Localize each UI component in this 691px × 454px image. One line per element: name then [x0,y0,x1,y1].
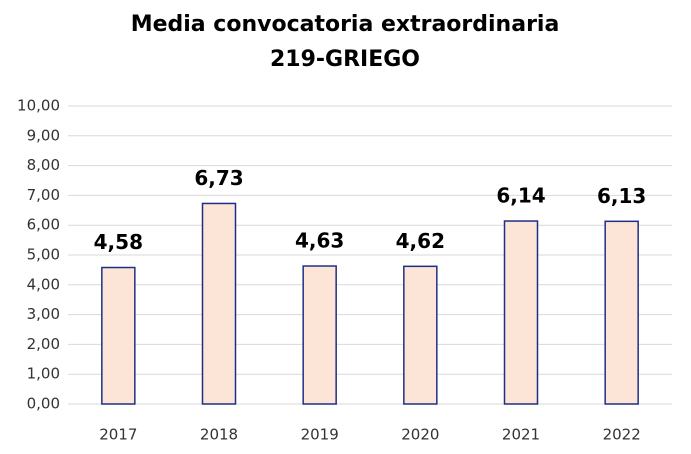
bar [201,202,237,405]
data-label: 6,73 [194,166,243,190]
y-tick-label: 10,00 [17,97,60,115]
chart-title: Media convocatoria extraordinaria [131,12,560,37]
bar [604,220,639,405]
y-tick-label: 9,00 [27,126,60,144]
y-tick-label: 8,00 [27,156,60,174]
bar [403,265,438,405]
x-tick-label: 2020 [401,426,439,444]
y-tick-label: 2,00 [27,335,60,353]
x-tick-label: 2019 [301,426,339,444]
y-tick-label: 0,00 [27,395,60,413]
y-tick-label: 5,00 [27,246,60,264]
x-tick-label: 2022 [603,426,641,444]
data-label: 6,13 [597,184,646,208]
data-label: 4,62 [396,229,445,253]
data-label: 6,14 [496,184,545,208]
data-label: 4,63 [295,229,344,253]
y-tick-label: 7,00 [27,186,60,204]
y-tick-label: 4,00 [27,275,60,293]
bar [503,220,539,405]
y-tick-label: 6,00 [27,216,60,234]
x-tick-label: 2017 [99,426,137,444]
bar [101,266,136,405]
y-tick-label: 3,00 [27,305,60,323]
x-tick-label: 2018 [200,426,238,444]
y-tick-label: 1,00 [27,365,60,383]
chart-subtitle: 219-GRIEGO [270,47,420,72]
data-label: 4,58 [94,230,143,254]
bar [302,265,337,405]
x-tick-label: 2021 [502,426,540,444]
